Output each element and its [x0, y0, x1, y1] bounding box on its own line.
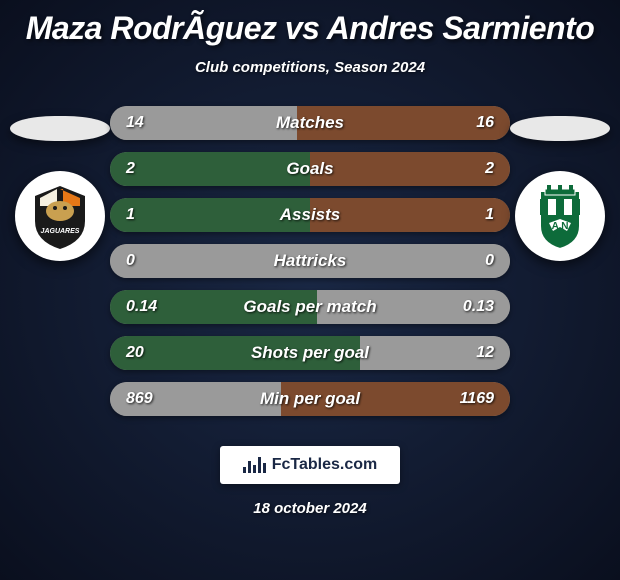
nacional-badge-icon: A N	[525, 181, 595, 251]
stat-row: 20 Shots per goal 12	[110, 336, 510, 370]
stat-value-left: 14	[126, 114, 144, 132]
stat-value-right: 12	[476, 344, 494, 362]
page-title: Maza RodrÃ­guez vs Andres Sarmiento	[0, 0, 620, 47]
stats-list: 14 Matches 16 2 Goals 2 1 Assists 1 0 Hattricks 0 0.…	[110, 106, 510, 416]
stat-label: Min per goal	[260, 389, 360, 409]
player-left-avatar	[10, 116, 110, 141]
stat-value-right: 1	[485, 206, 494, 224]
stat-label: Assists	[280, 205, 340, 225]
stat-label: Matches	[276, 113, 344, 133]
stat-value-right: 0.13	[463, 298, 494, 316]
stat-label: Goals per match	[243, 297, 376, 317]
svg-text:A N: A N	[552, 221, 569, 232]
fctables-badge[interactable]: FcTables.com	[220, 446, 400, 484]
date: 18 october 2024	[0, 500, 620, 517]
stat-row: 1 Assists 1	[110, 198, 510, 232]
stat-value-left: 869	[126, 390, 153, 408]
stat-bar-right	[310, 152, 510, 186]
jaguares-badge: JAGUARES	[15, 171, 105, 261]
stat-bar-left	[110, 152, 310, 186]
stat-value-right: 2	[485, 160, 494, 178]
stat-label: Hattricks	[274, 251, 347, 271]
stat-value-left: 20	[126, 344, 144, 362]
player-right-avatar	[510, 116, 610, 141]
nacional-badge: A N	[515, 171, 605, 261]
stat-value-right: 1169	[460, 390, 494, 408]
stat-value-left: 2	[126, 160, 135, 178]
stat-row: 0 Hattricks 0	[110, 244, 510, 278]
stat-value-left: 0.14	[126, 298, 157, 316]
stat-value-left: 0	[126, 252, 135, 270]
player-right-column: A N	[510, 116, 610, 261]
stat-row: 2 Goals 2	[110, 152, 510, 186]
stat-row: 869 Min per goal 1169	[110, 382, 510, 416]
jaguares-badge-icon: JAGUARES	[25, 181, 95, 251]
stat-value-left: 1	[126, 206, 135, 224]
comparison-area: JAGUARES 14 Matches 16 2 Goals 2 1 Assists 1 0 Hat…	[0, 106, 620, 416]
stat-label: Goals	[286, 159, 333, 179]
stat-label: Shots per goal	[251, 343, 369, 363]
svg-text:JAGUARES: JAGUARES	[41, 228, 80, 235]
fctables-label: FcTables.com	[272, 456, 378, 474]
stat-row: 0.14 Goals per match 0.13	[110, 290, 510, 324]
player-left-column: JAGUARES	[10, 116, 110, 261]
stat-value-right: 0	[485, 252, 494, 270]
fctables-chart-icon	[243, 457, 266, 473]
subtitle: Club competitions, Season 2024	[0, 59, 620, 76]
stat-row: 14 Matches 16	[110, 106, 510, 140]
stat-value-right: 16	[476, 114, 494, 132]
